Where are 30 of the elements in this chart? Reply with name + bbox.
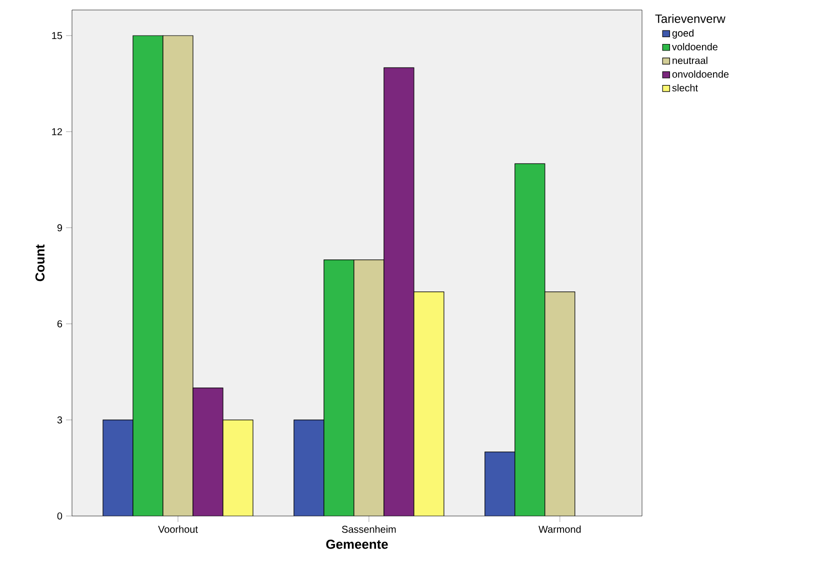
x-tick-label: Voorhout bbox=[158, 526, 198, 533]
y-tick-label: 3 bbox=[57, 416, 62, 424]
y-axis-title: Count bbox=[35, 244, 45, 282]
y-tick-label: 0 bbox=[57, 512, 62, 520]
legend-label: slecht bbox=[672, 84, 698, 92]
bar bbox=[294, 420, 324, 516]
bar bbox=[354, 259, 384, 516]
bar bbox=[222, 420, 254, 516]
y-tick-label: 9 bbox=[57, 224, 62, 232]
y-tick-label: 6 bbox=[57, 320, 62, 328]
bar bbox=[324, 259, 354, 516]
bar bbox=[484, 452, 516, 516]
x-tick-label: Sassenheim bbox=[342, 526, 396, 533]
legend-label: goed bbox=[672, 29, 694, 39]
bar bbox=[384, 67, 414, 516]
bar bbox=[514, 163, 546, 516]
legend-label: voldoende bbox=[672, 43, 718, 50]
bar bbox=[192, 388, 224, 516]
y-tick-label: 12 bbox=[52, 128, 62, 136]
bar bbox=[132, 35, 164, 516]
y-tick-label: 15 bbox=[52, 32, 62, 40]
x-tick-label: Warmond bbox=[538, 526, 581, 533]
bar bbox=[544, 292, 576, 516]
legend-label: onvoldoende bbox=[672, 70, 729, 78]
bar bbox=[414, 292, 444, 516]
bar bbox=[162, 35, 194, 516]
bar bbox=[102, 420, 134, 516]
legend-label: neutraal bbox=[672, 56, 708, 64]
x-axis-title: Gemeente bbox=[326, 540, 388, 549]
legend-title: Tarievenverw bbox=[655, 14, 726, 23]
